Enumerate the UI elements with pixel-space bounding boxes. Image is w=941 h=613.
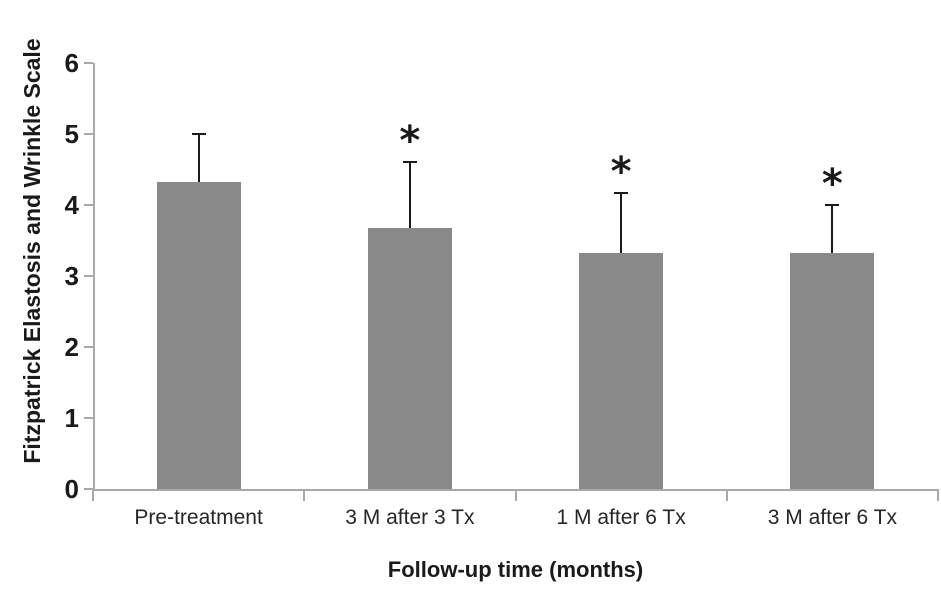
error-bar-cap: [614, 191, 629, 194]
y-axis-tick: [84, 133, 93, 135]
bar: [790, 252, 875, 489]
y-tick-label: 4: [64, 190, 79, 220]
significance-asterisk: *: [610, 148, 632, 195]
x-axis-tick: [92, 489, 94, 501]
bar: [156, 181, 241, 489]
y-axis-tick: [84, 62, 93, 64]
error-bar-line: [408, 162, 411, 229]
y-tick-label: 0: [64, 474, 79, 504]
error-bar-cap: [402, 161, 417, 164]
x-tick-label: 3 M after 6 Tx: [767, 506, 897, 529]
error-bar-cap: [825, 204, 840, 206]
y-tick-label: 5: [64, 119, 79, 149]
x-axis-tick: [514, 489, 517, 501]
x-axis-tick: [725, 489, 728, 501]
y-tick-label: 6: [64, 48, 79, 78]
x-tick-label: 1 M after 6 Tx: [556, 506, 686, 529]
y-axis-line: [93, 63, 95, 491]
y-axis-tick: [84, 204, 93, 206]
bar: [367, 228, 452, 489]
y-axis-tick: [84, 346, 93, 348]
error-bar-line: [197, 134, 200, 182]
error-bar-line: [831, 205, 834, 253]
x-axis-title: Follow-up time (months): [387, 557, 644, 582]
x-tick-label: Pre-treatment: [134, 506, 263, 529]
x-tick-label: 3 M after 3 Tx: [345, 506, 475, 529]
y-axis-tick: [84, 275, 93, 277]
y-axis-tick: [84, 488, 93, 490]
y-tick-label: 3: [64, 261, 79, 291]
y-tick-label: 1: [64, 403, 79, 433]
x-axis-tick: [303, 489, 306, 501]
y-tick-label: 2: [64, 332, 79, 362]
error-bar-line: [620, 192, 623, 253]
error-bar-cap: [191, 133, 206, 135]
significance-asterisk: *: [821, 161, 843, 207]
x-axis-tick: [937, 489, 939, 501]
y-axis-tick: [84, 417, 93, 419]
bar: [579, 252, 664, 489]
significance-asterisk: *: [399, 118, 421, 165]
